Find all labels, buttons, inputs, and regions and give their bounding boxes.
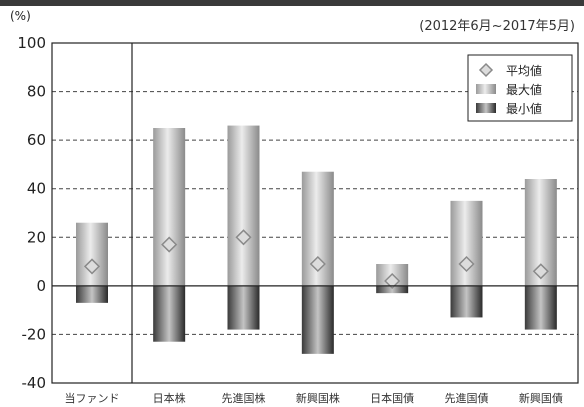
- plot-frame: [51, 42, 579, 384]
- y-unit-label: (%): [10, 9, 31, 23]
- min-bar: [76, 285, 108, 303]
- y-axis-ticks: 100 80 60 40 20 0 -20 -40: [17, 34, 46, 392]
- average-marker: [458, 255, 475, 273]
- y-tick-label: 60: [27, 131, 46, 149]
- legend-max-swatch: [476, 84, 496, 94]
- max-bar: [227, 125, 260, 286]
- x-tick-label: 日本株: [153, 391, 186, 405]
- x-tick-label: 日本国債: [370, 391, 414, 405]
- period-label: (2012年6月~2017年5月): [419, 19, 575, 34]
- legend-min-swatch: [476, 103, 496, 113]
- x-tick-label: 先進国株: [222, 391, 266, 405]
- y-tick-label: 80: [27, 83, 46, 101]
- x-tick-label: 新興国株: [296, 391, 340, 405]
- legend-label: 最小値: [506, 101, 542, 116]
- bars: [76, 125, 557, 354]
- y-tick-label: 0: [36, 277, 46, 295]
- average-marker: [235, 229, 252, 246]
- min-bar: [227, 285, 260, 330]
- average-marker: [532, 263, 549, 280]
- average-markers: [83, 229, 549, 290]
- y-tick-label: -20: [22, 325, 47, 343]
- average-marker: [309, 255, 326, 273]
- y-tick-label: 20: [27, 228, 46, 246]
- min-bar: [153, 285, 186, 342]
- min-bar: [376, 285, 409, 294]
- y-tick-label: -40: [22, 374, 47, 392]
- average-marker: [83, 258, 101, 275]
- average-marker: [161, 236, 178, 253]
- legend-average-marker: [478, 62, 494, 78]
- x-tick-label: 当ファンド: [65, 391, 120, 405]
- legend-label: 最大値: [506, 82, 542, 97]
- y-tick-label: 40: [27, 180, 46, 198]
- max-bar: [76, 222, 108, 286]
- min-bar: [524, 285, 557, 330]
- x-tick-label: 新興国債: [519, 391, 563, 405]
- y-tick-label: 100: [17, 34, 46, 52]
- x-tick-label: 先進国債: [445, 391, 489, 405]
- min-bar: [450, 285, 483, 318]
- max-bar: [153, 128, 186, 286]
- top-divider-bar: [0, 0, 584, 6]
- max-bar: [450, 200, 483, 286]
- min-bar: [301, 285, 334, 354]
- x-axis-labels: 当ファンド 日本株 先進国株 新興国株 日本国債 先進国債 新興国債: [65, 391, 563, 405]
- legend-label: 平均値: [506, 63, 542, 78]
- average-marker: [384, 272, 401, 290]
